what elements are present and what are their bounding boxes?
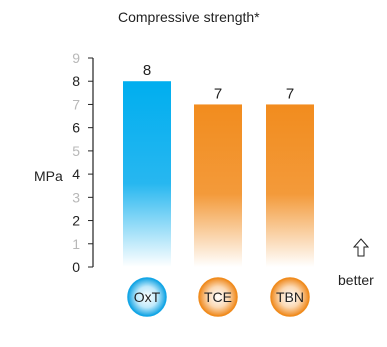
y-tick-label: 4 (72, 166, 80, 182)
category-label-tbn: TBN (276, 289, 304, 305)
chart-title: Compressive strength* (118, 9, 260, 25)
bar-tce (194, 104, 242, 267)
y-tick-label: 5 (72, 143, 80, 159)
category-label-tce: TCE (204, 289, 232, 305)
category-badges: OxT TCE TBN (127, 277, 310, 317)
y-tick-label: 2 (72, 213, 80, 229)
up-arrow-icon (352, 238, 370, 257)
y-tick-label: 7 (72, 96, 80, 112)
category-label-oxt: OxT (134, 289, 161, 305)
data-label-tce: 7 (214, 85, 222, 102)
bars (123, 81, 314, 267)
bar-tbn (266, 104, 314, 267)
y-tick-label: 3 (72, 189, 80, 205)
data-label-tbn: 7 (286, 85, 294, 102)
category-badge-oxt (127, 277, 167, 317)
data-label-oxt: 8 (143, 62, 151, 79)
bar-oxt (123, 81, 171, 267)
y-tick-label: 1 (72, 236, 80, 252)
category-badge-tbn (270, 277, 310, 317)
data-labels: 8 7 7 (143, 62, 294, 102)
y-tick-label: 6 (72, 120, 80, 136)
y-axis-label: MPa (34, 168, 63, 184)
better-annotation: better (338, 238, 374, 288)
category-badge-tce (198, 277, 238, 317)
y-tick-label: 9 (72, 50, 80, 66)
y-axis-ticks: 0 1 2 3 4 5 6 7 8 9 (72, 50, 93, 275)
y-tick-label: 8 (72, 73, 80, 89)
better-label: better (338, 272, 374, 288)
y-tick-label: 0 (72, 259, 80, 275)
